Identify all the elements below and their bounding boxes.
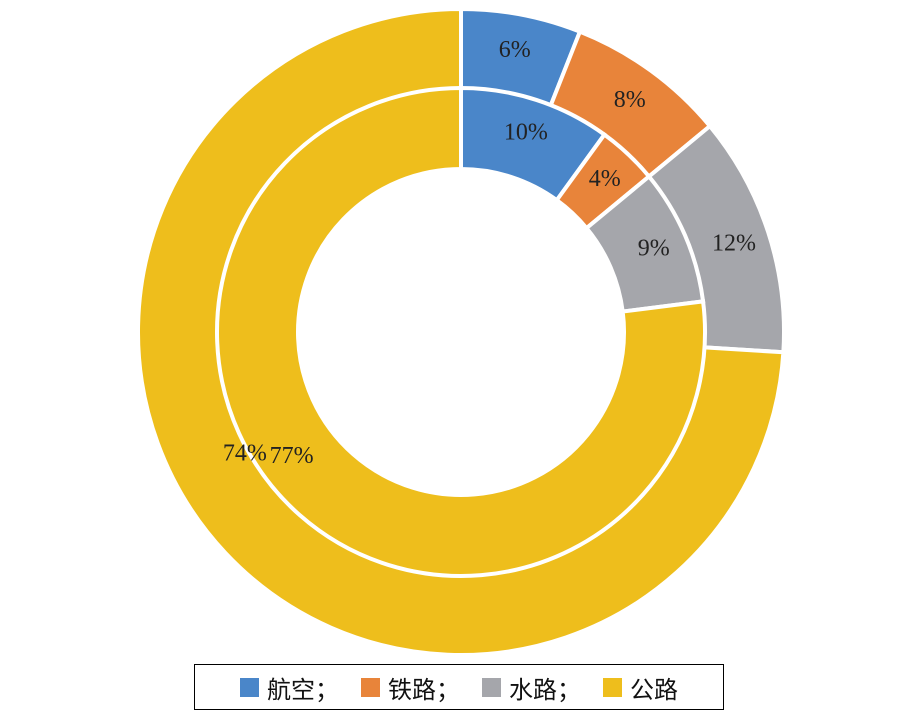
inner-label-road: 77% (270, 443, 314, 469)
legend-swatch-water (482, 677, 501, 697)
inner-slice-road (215, 85, 707, 578)
legend-swatch-rail (361, 677, 380, 697)
legend-label-road: 公路 (630, 675, 678, 704)
legend-label-air: 航空； (267, 675, 339, 704)
legend: 航空； 铁路； 水路； 公路 (194, 664, 724, 710)
legend-label-water: 水路； (509, 675, 581, 704)
outer-label-rail: 8% (614, 87, 646, 113)
inner-label-air: 10% (504, 119, 548, 145)
inner-label-water: 9% (638, 236, 670, 262)
legend-item-road: 公路 (603, 670, 678, 705)
inner-label-rail: 4% (589, 166, 621, 192)
donut-chart: 6% 8% 12% 74% 10% 4% 9% 77% (138, 9, 784, 655)
legend-label-rail: 铁路； (388, 675, 460, 704)
outer-label-water: 12% (712, 230, 756, 256)
outer-label-road: 74% (223, 441, 267, 467)
legend-swatch-road (603, 677, 622, 697)
legend-swatch-air (240, 677, 259, 697)
outer-label-air: 6% (499, 37, 531, 63)
legend-item-water: 水路； (482, 670, 581, 705)
inner-ring (215, 85, 707, 578)
legend-item-rail: 铁路； (361, 670, 460, 705)
legend-item-air: 航空； (240, 670, 339, 705)
